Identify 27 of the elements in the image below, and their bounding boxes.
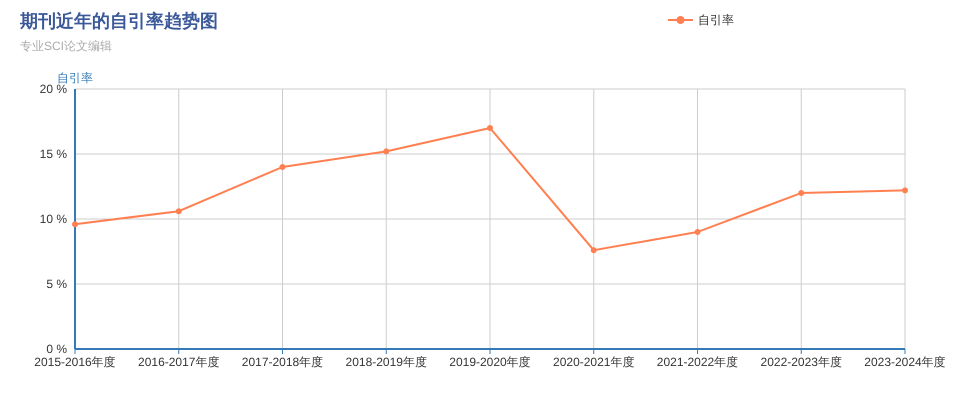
point [590,247,597,254]
point [176,208,182,214]
chart-subtitle: 专业SCI论文编辑 [20,39,112,53]
point [72,221,78,228]
y-tick-label: 0 % [46,342,68,356]
x-tick-label: 2019-2020年度 [449,355,531,369]
y-tick-label: 10 % [40,212,68,226]
point [487,125,493,131]
point [902,187,908,194]
x-tick-label: 2020-2021年度 [553,355,634,369]
y-tick-label: 15 % [40,147,68,161]
y-tick-label: 5 % [46,277,68,291]
x-tick-label: 2017-2018年度 [242,355,324,369]
x-tick-label: 2018-2019年度 [346,355,427,369]
point [383,148,390,154]
x-tick-label: 2021-2022年度 [656,355,738,369]
x-tick-label: 2022-2023年度 [760,355,842,369]
x-tick-label: 2016-2017年度 [138,355,220,369]
point [694,229,700,235]
chart-title: 期刊近年的自引率趋势图 [19,11,218,31]
x-tick-label: 2023-2024年度 [864,355,946,369]
y-tick-label: 20 % [40,82,68,96]
point [280,164,286,170]
legend-label: 自引率 [698,13,734,27]
point [798,190,804,196]
y-axis-title: 自引率 [57,71,93,85]
x-tick-label: 2015-2016年度 [34,355,116,369]
